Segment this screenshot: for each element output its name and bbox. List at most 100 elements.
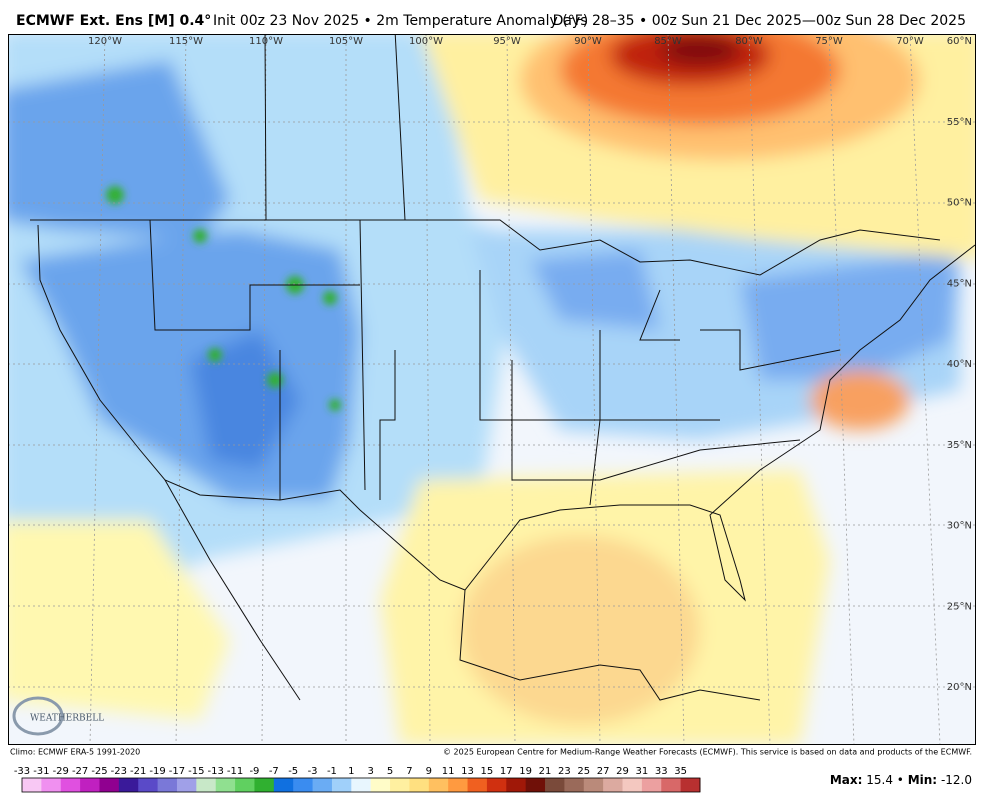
colorbar-swatch [138, 778, 159, 792]
colorbar-swatch [370, 778, 391, 792]
colorbar: -33 -31 -29 -27 -25 -23 -21 -19 -17 -15 -13 -11 -9 -7… [14, 766, 701, 793]
longitude-label: 70°W [896, 36, 924, 47]
colorbar-label: 15 [481, 766, 494, 777]
graticule [8, 34, 976, 745]
longitude-label: 95°W [493, 36, 521, 47]
colorbar-label: -7 [269, 766, 279, 777]
colorbar-swatch [545, 778, 565, 792]
max-label: Max: [830, 773, 863, 787]
colorbar-label: 23 [558, 766, 571, 777]
colorbar-swatch [390, 778, 410, 792]
longitude-label: 120°W [88, 36, 122, 47]
colorbar-swatch [525, 778, 546, 792]
colorbar-label: 11 [442, 766, 455, 777]
min-label: Min: [908, 773, 937, 787]
longitude-label: 90°W [574, 36, 602, 47]
longitude-label: 110°W [249, 36, 283, 47]
colorbar-label: 1 [348, 766, 354, 777]
colorbar-label: 3 [367, 766, 373, 777]
colorbar-swatch [486, 778, 507, 792]
colorbar-label: -11 [227, 766, 243, 777]
colorbar-swatch [215, 778, 236, 792]
longitude-label: 115°W [169, 36, 203, 47]
colorbar-label: 19 [519, 766, 532, 777]
colorbar-label: -27 [72, 766, 88, 777]
latitude-label: 50°N [947, 198, 972, 209]
colorbar-swatch [196, 778, 217, 792]
copyright: © 2025 European Centre for Medium-Range … [443, 748, 972, 757]
latitude-label: 45°N [947, 278, 972, 289]
colorbar-swatch [118, 778, 139, 792]
colorbar-swatch [235, 778, 255, 792]
separator: • [897, 773, 904, 787]
colorbar-label: -23 [111, 766, 127, 777]
colorbar-label: 7 [406, 766, 412, 777]
colorbar-label: 13 [461, 766, 474, 777]
colorbar-swatch [661, 778, 682, 792]
longitude-label: 100°W [409, 36, 443, 47]
logo-text: WEATHERBELL [30, 714, 104, 724]
colorbar-label: 29 [616, 766, 629, 777]
colorbar-swatch [409, 778, 430, 792]
colorbar-swatch [99, 778, 120, 792]
latitude-label: 40°N [947, 359, 972, 370]
colorbar-label: -33 [14, 766, 30, 777]
colorbar-swatch [293, 778, 314, 792]
colorbar-label: 5 [387, 766, 393, 777]
latitude-labels: 60°N 55°N 50°N 45°N 40°N 35°N 30°N 25°N 20°N [947, 36, 972, 693]
colorbar-swatch [273, 778, 294, 792]
colorbar-label: -5 [288, 766, 298, 777]
colorbar-label: 9 [426, 766, 432, 777]
colorbar-label: 21 [539, 766, 552, 777]
colorbar-label: 33 [655, 766, 668, 777]
stats: Max: 15.4 • Min: -12.0 [830, 773, 972, 787]
colorbar-swatch [331, 778, 352, 792]
max-value: 15.4 [866, 773, 893, 787]
colorbar-label: 27 [597, 766, 610, 777]
colorbar-label: -31 [33, 766, 49, 777]
colorbar-swatch [254, 778, 275, 792]
logo: WEATHERBELL [12, 696, 104, 736]
map-frame [8, 34, 976, 745]
colorbar-swatch [312, 778, 333, 792]
colorbar-swatch [564, 778, 585, 792]
latitude-label: 25°N [947, 601, 972, 612]
title: ECMWF Ext. Ens [M] 0.4° [16, 13, 211, 29]
colorbar-swatch [22, 778, 42, 792]
longitude-labels: 120°W 115°W 110°W 105°W 100°W 95°W 90°W 85°W 80°… [88, 36, 924, 47]
colorbar-label: -19 [149, 766, 165, 777]
longitude-label: 75°W [815, 36, 843, 47]
latitude-label: 20°N [947, 682, 972, 693]
colorbar-swatch [583, 778, 604, 792]
longitude-label: 105°W [329, 36, 363, 47]
colorbar-swatch [641, 778, 662, 792]
colorbar-swatch [80, 778, 100, 792]
min-value: -12.0 [941, 773, 972, 787]
colorbar-label: -25 [91, 766, 107, 777]
latitude-label: 30°N [947, 521, 972, 532]
colorbar-swatch [603, 778, 624, 792]
colorbar-swatch [506, 778, 527, 792]
map [8, 34, 976, 745]
period: Days 28–35 • 00z Sun 21 Dec 2025—00z Sun… [553, 13, 966, 29]
colorbar-label: 17 [500, 766, 513, 777]
colorbar-label: -1 [327, 766, 337, 777]
colorbar-label: -29 [53, 766, 69, 777]
colorbar-swatch [157, 778, 178, 792]
colorbar-label: -21 [130, 766, 146, 777]
latitude-label: 55°N [947, 117, 972, 128]
colorbar-swatch [622, 778, 643, 792]
latitude-label: 60°N [947, 36, 972, 47]
longitude-label: 80°W [735, 36, 763, 47]
colorbar-frame [21, 777, 701, 793]
climo-note: Climo: ECMWF ERA-5 1991-2020 [10, 748, 140, 757]
colorbar-swatch [428, 778, 449, 792]
borders [30, 34, 976, 701]
colorbar-swatch [680, 778, 701, 792]
colorbar-label: 31 [636, 766, 649, 777]
cold-cores [106, 186, 341, 411]
title-detail: Init 00z 23 Nov 2025 • 2m Temperature An… [213, 13, 588, 29]
colorbar-label: -3 [308, 766, 318, 777]
colorbar-label: 25 [577, 766, 590, 777]
